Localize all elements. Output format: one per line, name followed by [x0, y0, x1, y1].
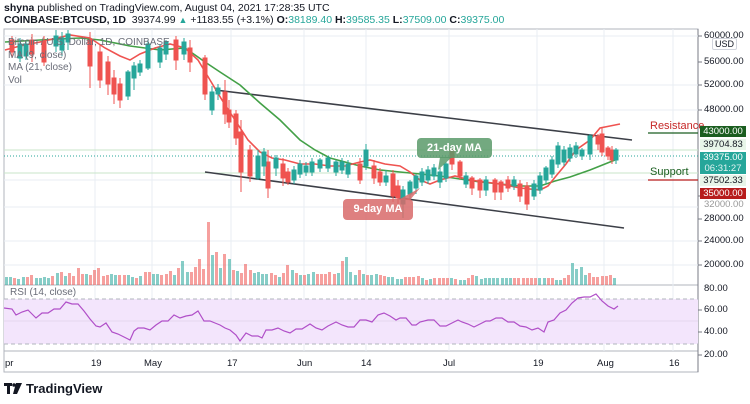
- legend-vol[interactable]: Vol: [8, 74, 22, 86]
- legend-ma9[interactable]: MA (9, close): [8, 49, 67, 61]
- low-value: 37509.00: [402, 14, 447, 26]
- chart-legend: Bitcoin / U.S. Dollar, 1D, COINBASE MA (…: [8, 37, 170, 87]
- open-value: 38189.40: [288, 14, 333, 26]
- up-triangle-icon: ▲: [178, 15, 188, 25]
- channel-upper-line: [214, 89, 633, 141]
- publisher-name: shyna: [4, 2, 35, 14]
- price-tick: 24000.00: [704, 235, 744, 246]
- price-tick: 28000.00: [704, 213, 744, 224]
- legend-rsi[interactable]: RSI (14, close): [10, 287, 77, 298]
- rsi-tick: 20.00: [704, 349, 728, 360]
- time-tick: May: [144, 358, 162, 369]
- rsi-line: [3, 293, 619, 343]
- price-tick: 48000.00: [704, 104, 744, 115]
- last-value: 39374.99: [131, 14, 176, 26]
- ma21-label: 21-day MA: [426, 142, 483, 154]
- rsi-band: [4, 299, 698, 344]
- time-tick: 19: [533, 358, 544, 369]
- time-tick: pr: [5, 358, 14, 369]
- resistance-label: Resistance: [650, 120, 705, 132]
- ma9-label: 9-day MA: [353, 203, 403, 215]
- time-tick: 14: [361, 358, 372, 369]
- brand-name: TradingView: [26, 381, 103, 396]
- rsi-tick: 40.00: [704, 326, 728, 337]
- tradingview-logo[interactable]: TradingView: [4, 381, 102, 396]
- time-axis[interactable]: pr 19 May 17 Jun 14 Jul 19 Aug 16: [0, 358, 698, 372]
- rsi-tick: 60.00: [704, 304, 728, 315]
- time-tick: 16: [669, 358, 680, 369]
- price-tick: 56000.00: [704, 56, 744, 67]
- legend-title: Bitcoin / U.S. Dollar, 1D, COINBASE: [8, 37, 170, 48]
- change-value: +1183.55 (+3.1%): [190, 14, 274, 26]
- support-badge: 35000.00: [700, 188, 746, 199]
- time-tick: 19: [91, 358, 102, 369]
- price-tick: 20000.00: [704, 259, 744, 270]
- published-text: published on TradingView.com, August 04,…: [37, 2, 330, 14]
- close-value: 39375.00: [460, 14, 505, 26]
- price-tick: 52000.00: [704, 79, 744, 90]
- support-label: Support: [650, 166, 689, 178]
- channel-lower-line: [204, 171, 625, 229]
- rsi-tick: 80.00: [704, 283, 728, 294]
- resistance-badge: 43000.00: [700, 126, 746, 137]
- price-axis[interactable]: 60000.00 USD 56000.00 52000.00 48000.00 …: [700, 0, 750, 372]
- currency-label[interactable]: USD: [712, 38, 738, 50]
- publish-info: shyna published on TradingView.com, Augu…: [4, 2, 330, 14]
- price-tick: 32000.00: [704, 199, 744, 210]
- countdown-badge: 06:31:27: [700, 163, 746, 174]
- time-tick: Aug: [597, 358, 614, 369]
- time-tick: Jul: [443, 358, 456, 369]
- tradingview-logo-icon: [4, 383, 22, 394]
- time-tick: 17: [227, 358, 238, 369]
- time-tick: Jun: [297, 358, 313, 369]
- symbol: COINBASE:BTCUSD, 1D: [4, 14, 126, 26]
- price-tick: 60000.00: [704, 30, 744, 41]
- ma9-badge: 39704.83: [700, 139, 746, 150]
- ma21-badge: 37502.33: [700, 175, 746, 186]
- last-price-badge: 39375.00: [700, 152, 746, 163]
- legend-ma21[interactable]: MA (21, close): [8, 62, 72, 73]
- high-value: 39585.35: [346, 14, 390, 26]
- volume-bars: [5, 222, 616, 285]
- ohlc-bar: COINBASE:BTCUSD, 1D 39374.99 ▲ +1183.55 …: [4, 14, 505, 26]
